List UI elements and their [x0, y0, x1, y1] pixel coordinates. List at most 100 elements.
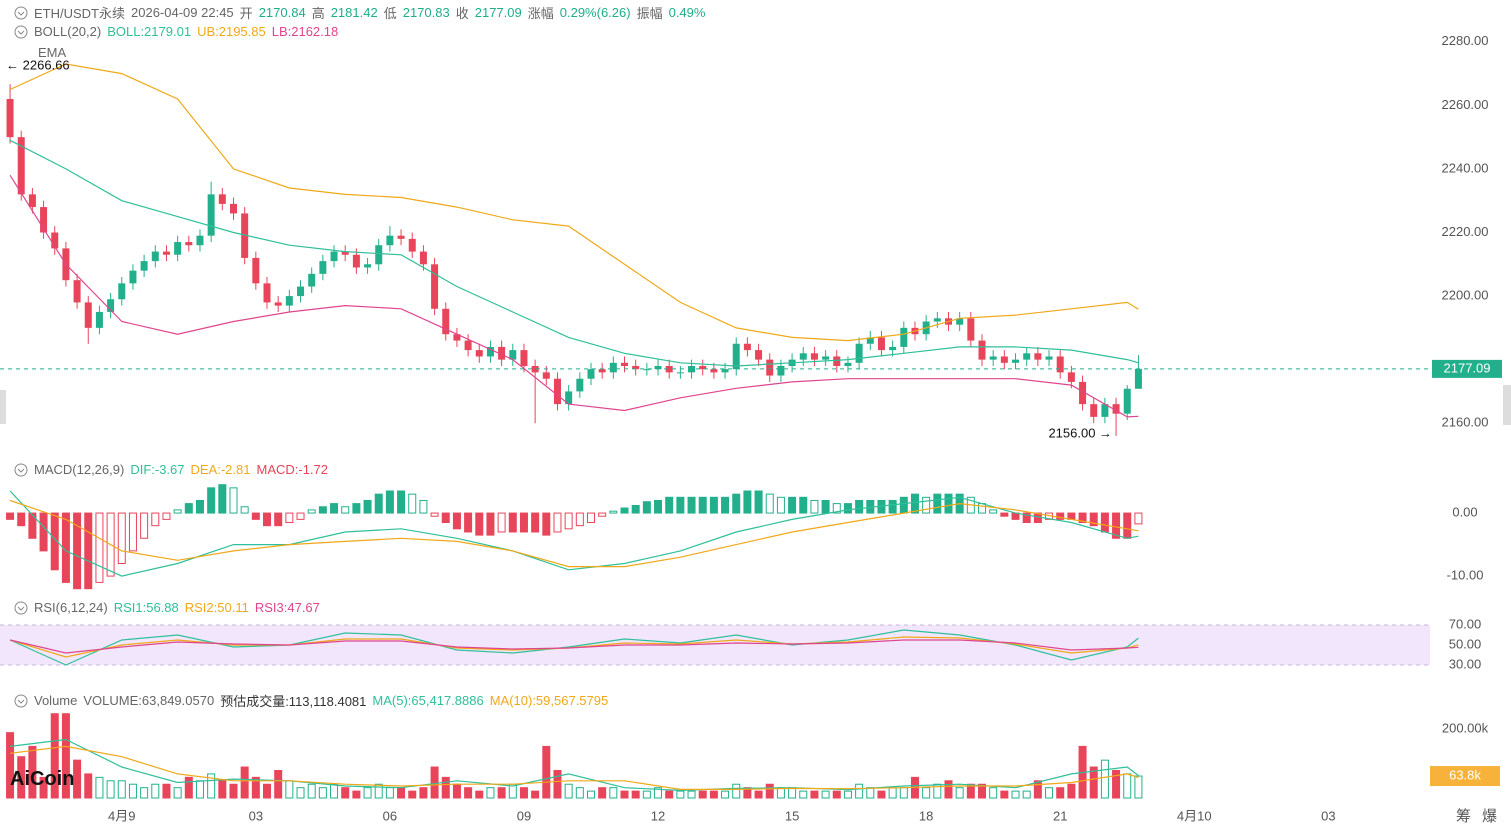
candle-body [833, 356, 841, 366]
scroll-right[interactable] [1503, 385, 1511, 425]
candle-body [956, 318, 964, 325]
legend-item: UB:2195.85 [197, 24, 266, 39]
macd-bar [1022, 512, 1031, 524]
volume-bar [575, 787, 584, 799]
candle-body [118, 283, 126, 300]
volume-bar [128, 783, 137, 799]
collapse-icon[interactable] [14, 25, 28, 39]
macd-bar [564, 512, 573, 530]
macd-bar [240, 506, 249, 514]
candle-body [252, 257, 260, 284]
header-value: 0.29%(6.26) [559, 5, 631, 20]
last-volume-tag [1430, 766, 1500, 787]
macd-bar [28, 512, 37, 539]
y-tick-label: -10.00 [1447, 568, 1484, 583]
macd-bar [978, 503, 987, 514]
macd-bar [788, 496, 797, 514]
collapse-icon[interactable] [14, 463, 28, 477]
candle-body [755, 350, 763, 360]
macd-bar [486, 512, 495, 536]
candle-body [297, 286, 305, 297]
y-tick-label: 200.00k [1442, 721, 1489, 736]
candle-body [330, 251, 338, 262]
header-label: 振幅 [636, 6, 663, 21]
indicator-name: RSI(6,12,24) [34, 600, 108, 615]
x-tick-label: 12 [651, 808, 665, 823]
macd-bar [374, 493, 383, 514]
macd-bar [676, 496, 685, 514]
legend-item: 预估成交量:113,118.4081 [220, 694, 367, 709]
scroll-left[interactable] [0, 390, 6, 424]
indicator-line [9, 63, 1139, 342]
candle-body [408, 238, 416, 252]
volume-bar [598, 787, 607, 799]
y-tick-label: 2220.00 [1442, 224, 1489, 239]
volume-bar [1056, 787, 1065, 799]
volume-bar [810, 790, 819, 799]
volume-bar [419, 787, 428, 799]
candle-body [475, 350, 483, 357]
candle-body [665, 366, 673, 373]
last-price-label: 2177.09 [1444, 360, 1491, 375]
volume-bar [1100, 759, 1109, 799]
candle-body [967, 318, 975, 341]
candle-body [319, 261, 327, 274]
header-value: 2181.42 [330, 5, 378, 20]
macd-bar [1000, 512, 1009, 517]
side-button[interactable]: 筹 [1456, 808, 1472, 825]
volume-bar [922, 787, 931, 799]
candle-body [95, 311, 103, 328]
candle-body [777, 366, 785, 376]
candle-body [1023, 353, 1031, 360]
volume-bar [464, 787, 473, 799]
volume-bar [263, 783, 272, 799]
macd-bar [73, 512, 82, 590]
collapse-icon[interactable] [14, 694, 28, 708]
macd-bar [385, 490, 394, 514]
x-tick-label: 03 [1321, 808, 1335, 823]
macd-bar [464, 512, 473, 533]
volume-bar [173, 787, 182, 799]
collapse-icon[interactable] [14, 6, 28, 20]
indicator-line [9, 499, 1139, 568]
macd-bar [151, 512, 160, 527]
candle-body [844, 362, 852, 366]
indicator-name: EMA [38, 45, 67, 60]
legend-item: VOLUME:63,849.0570 [83, 693, 215, 708]
volume-bar [799, 790, 808, 799]
candle-body [1034, 353, 1042, 360]
legend-item: DEA:-2.81 [190, 462, 251, 477]
volume-bar [586, 790, 595, 799]
candle-body [721, 369, 729, 373]
candle-body [989, 356, 997, 360]
rsi-band [0, 625, 1430, 665]
ema-header: EMA [38, 45, 66, 60]
volume-bar [28, 745, 37, 799]
candle-body [654, 366, 662, 370]
side-button[interactable]: 爆 [1482, 808, 1498, 825]
volume-bar [542, 745, 551, 799]
candle-body [1012, 359, 1020, 363]
volume-bar [6, 732, 15, 799]
x-tick-label: 09 [517, 808, 531, 823]
macd-bar [117, 512, 126, 564]
volume-bar [732, 783, 741, 799]
candle-body [185, 242, 193, 246]
collapse-icon[interactable] [14, 601, 28, 615]
indicator-name: Volume [34, 693, 78, 708]
macd-bar [274, 512, 283, 527]
x-tick-label: 4月10 [1177, 808, 1212, 823]
candle-body [73, 280, 81, 303]
candle-body [1000, 356, 1008, 363]
header-label: 高 [311, 6, 325, 21]
volume-bar [285, 780, 294, 799]
macd-bar [285, 512, 294, 524]
candle-body [598, 369, 606, 373]
volume-bar [966, 783, 975, 799]
volume-bar [553, 769, 562, 799]
macd-bar [609, 510, 618, 514]
volume-bar [296, 787, 305, 799]
macd-bar [642, 501, 651, 514]
volume-bar [207, 773, 216, 799]
volume-bar [184, 776, 193, 799]
